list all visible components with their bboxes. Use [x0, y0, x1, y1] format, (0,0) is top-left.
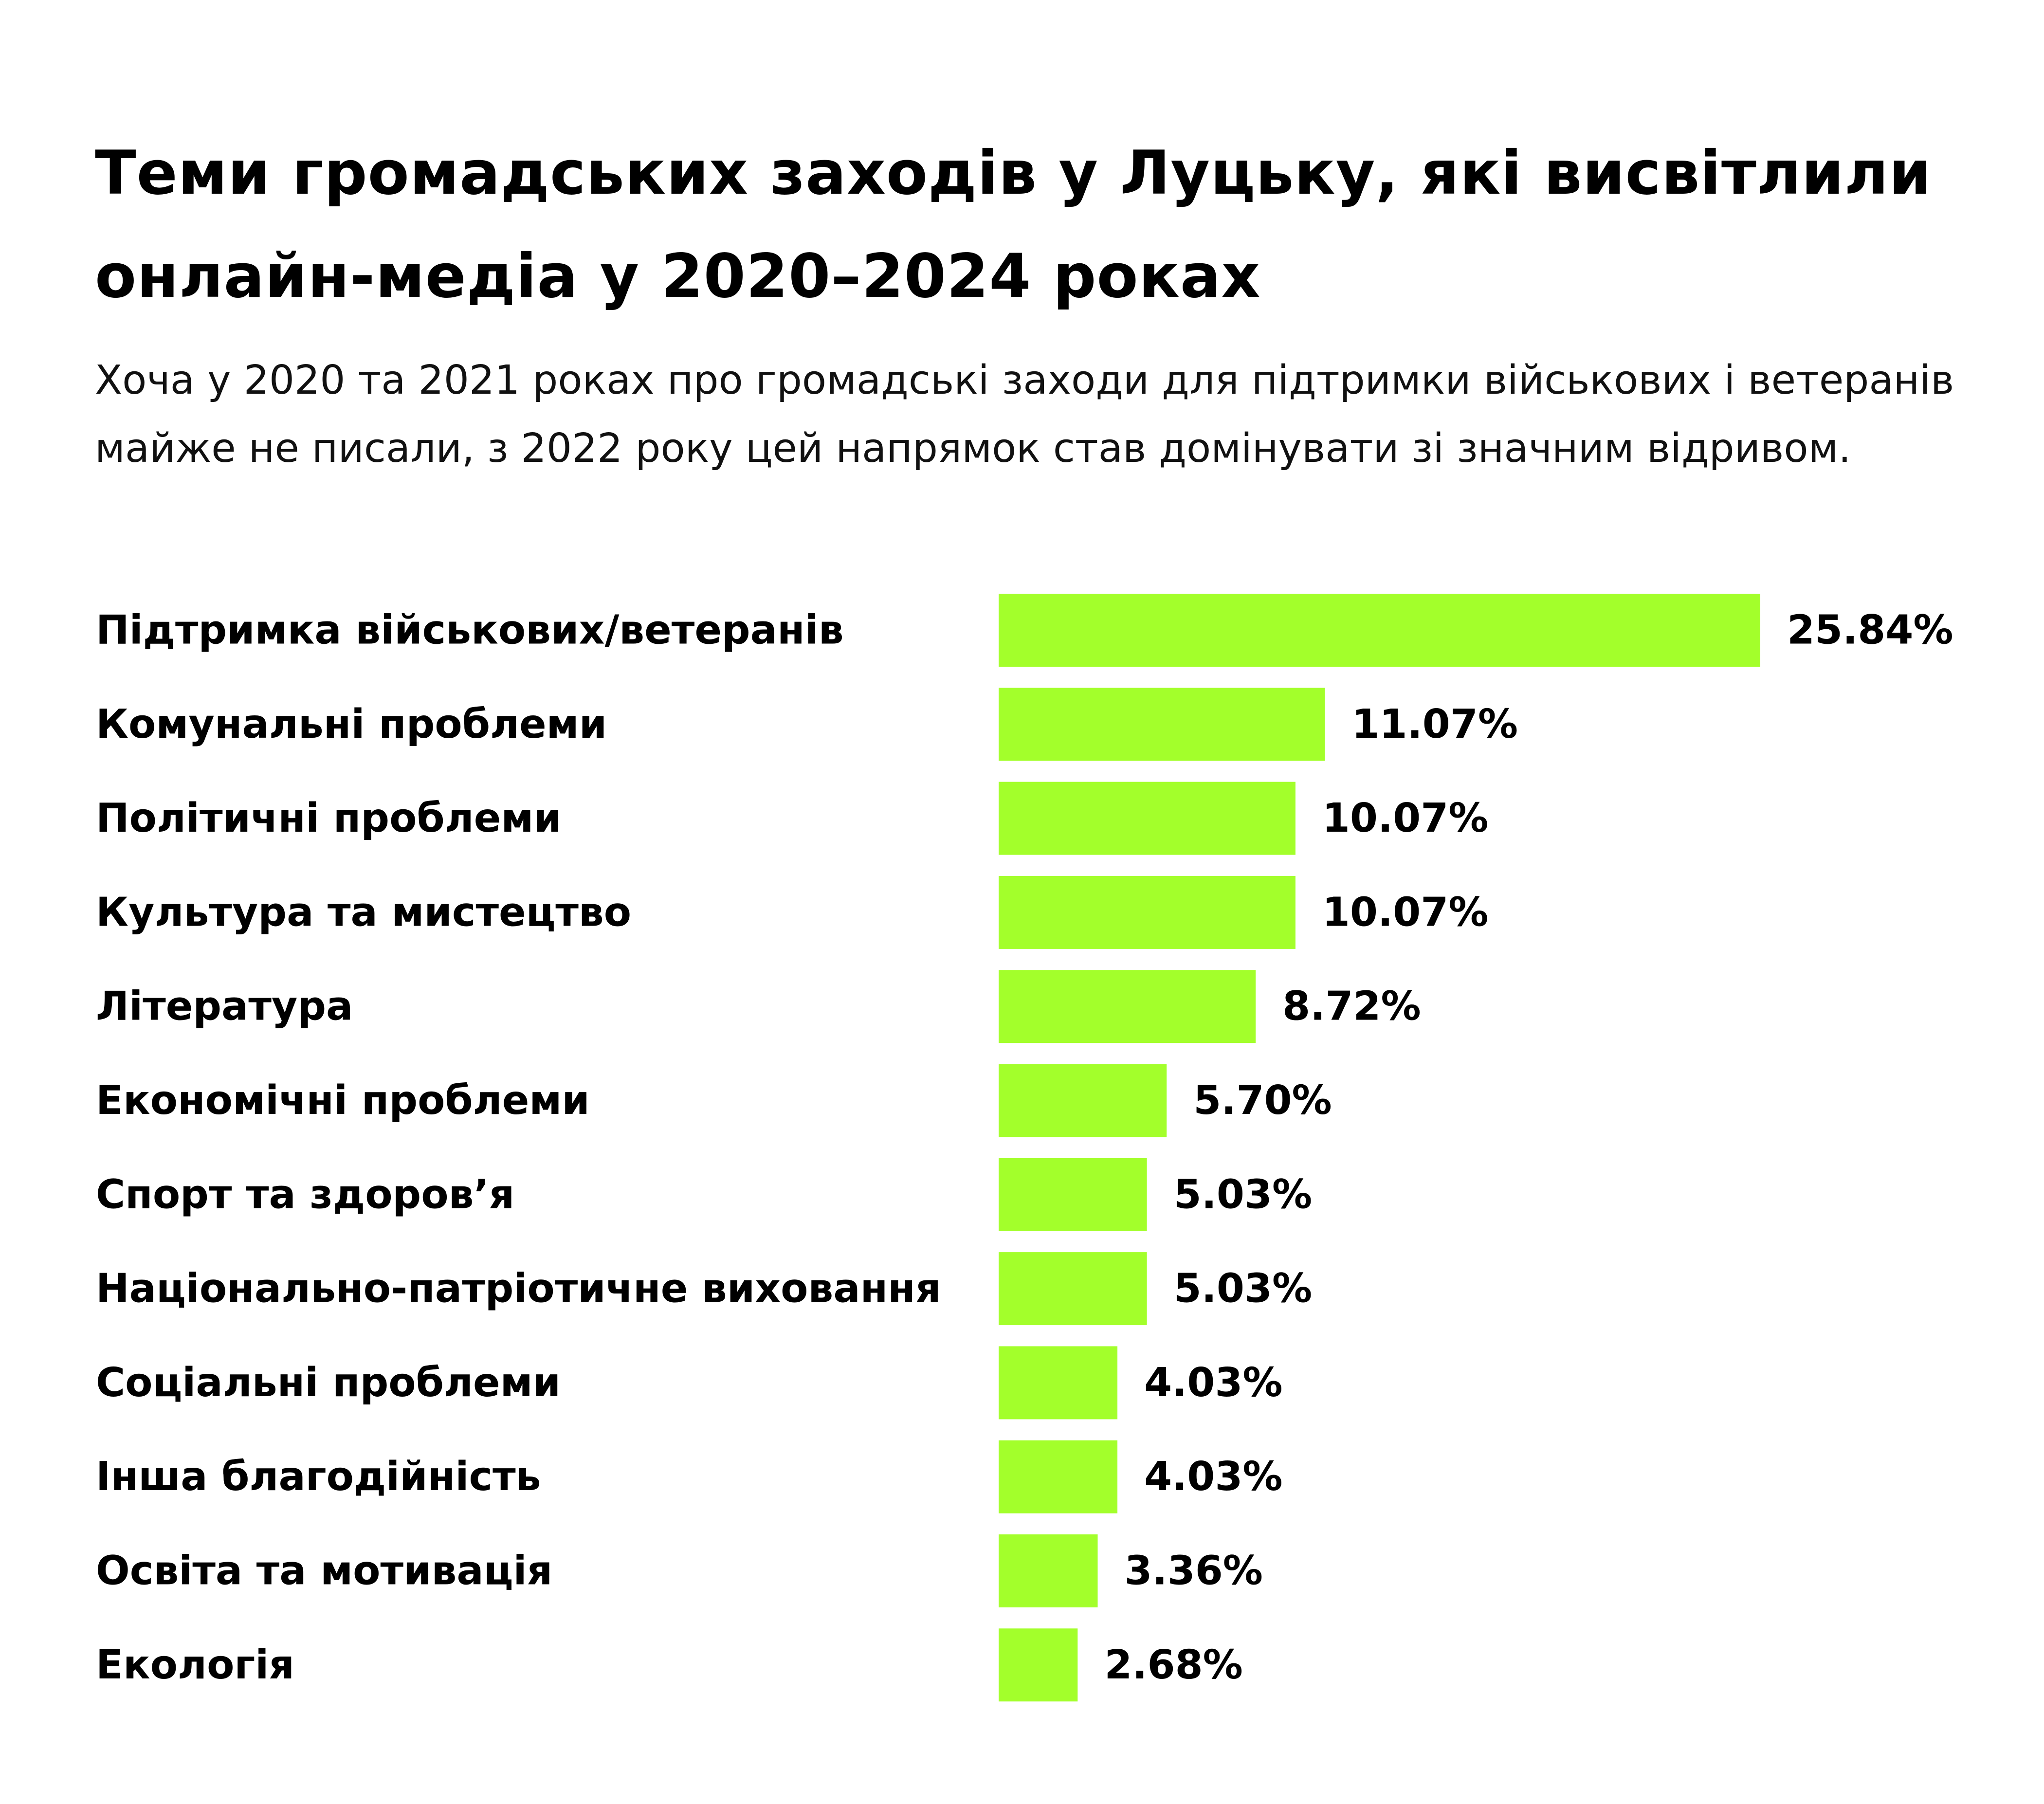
category-label: Національно-патріотичне виховання [96, 1266, 941, 1312]
bar [999, 688, 1325, 761]
bar [999, 594, 1760, 667]
category-label: Підтримка військових/ветеранів [96, 607, 844, 654]
category-label: Література [96, 984, 353, 1030]
value-label: 2.68% [1104, 1642, 1242, 1688]
bar [999, 1158, 1147, 1231]
bar [999, 1064, 1167, 1137]
category-label: Освіта та мотивація [96, 1548, 552, 1594]
bar [999, 1252, 1147, 1326]
bars-group: Підтримка військових/ветеранів 25.84% Кому… [96, 594, 1953, 1702]
category-label: Спорт та здоров’я [96, 1171, 514, 1218]
value-label: 11.07% [1351, 701, 1518, 747]
value-label: 5.70% [1193, 1077, 1332, 1124]
value-label: 25.84% [1787, 607, 1953, 654]
value-label: 5.03% [1174, 1266, 1312, 1312]
value-label: 10.07% [1322, 889, 1489, 935]
value-label: 4.03% [1144, 1360, 1282, 1406]
bar [999, 1440, 1118, 1513]
category-label: Культура та мистецтво [96, 889, 631, 935]
category-label: Соціальні проблеми [96, 1360, 561, 1406]
bar [999, 970, 1256, 1043]
category-label: Інша благодійність [96, 1454, 541, 1500]
chart-title: Теми громадських заходів у Луцьку, які в… [95, 138, 1932, 311]
bar [999, 1534, 1098, 1607]
value-label: 5.03% [1174, 1171, 1312, 1218]
value-label: 3.36% [1124, 1548, 1262, 1594]
category-label: Екологія [96, 1642, 294, 1688]
category-label: Політичні проблеми [96, 795, 562, 841]
bar [999, 875, 1296, 949]
chart-subtitle: Хоча у 2020 та 2021 роках про громадські… [95, 357, 1954, 472]
bar [999, 782, 1296, 855]
value-label: 8.72% [1282, 984, 1421, 1030]
category-label: Економічні проблеми [96, 1077, 590, 1124]
value-label: 4.03% [1144, 1454, 1282, 1500]
bar [999, 1346, 1118, 1420]
bar [999, 1628, 1078, 1702]
category-label: Комунальні проблеми [96, 701, 607, 747]
value-label: 10.07% [1322, 795, 1489, 841]
